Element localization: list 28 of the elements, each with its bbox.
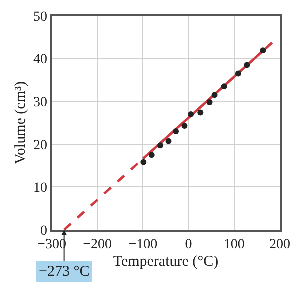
y-tick-label: 50 (33, 10, 48, 25)
y-tick-label: 0 (40, 224, 48, 239)
point (148, 152, 155, 158)
y-tick-label: 20 (33, 138, 48, 154)
point (173, 128, 180, 135)
x-tick-label: −100 (128, 238, 158, 253)
x-tick-label: 100 (224, 238, 245, 253)
point (158, 142, 164, 149)
x-tick-label: 200 (270, 238, 290, 253)
point (188, 111, 194, 118)
point (182, 123, 188, 129)
point (212, 92, 218, 98)
y-axis-title: Volume (cm³) (13, 82, 30, 164)
point (140, 159, 147, 166)
point (244, 62, 250, 68)
point (166, 138, 172, 144)
x-axis-title: Temperature (°C) (113, 254, 219, 270)
point (206, 99, 213, 106)
point (198, 110, 204, 116)
x-tick-label: 0 (185, 238, 192, 253)
point (236, 70, 242, 77)
x-tick-label: −200 (83, 238, 112, 253)
y-tick-label: 40 (33, 52, 48, 68)
y-tick-label: 10 (33, 181, 48, 196)
point (221, 84, 228, 90)
point (260, 48, 266, 54)
y-tick-label: 30 (33, 96, 48, 110)
annotation: −273 °C (39, 264, 90, 280)
